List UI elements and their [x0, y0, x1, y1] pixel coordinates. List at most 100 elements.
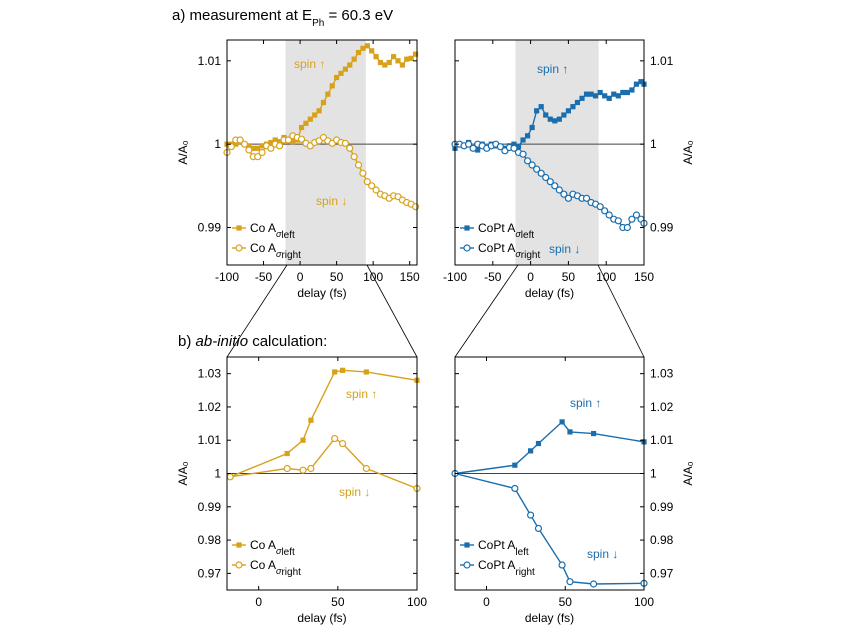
data-point-square: [588, 91, 594, 97]
legend-sub: left: [281, 230, 295, 241]
data-point-square: [475, 147, 481, 153]
data-point-square: [611, 91, 617, 97]
data-point-square: [351, 56, 357, 62]
data-point-square: [369, 48, 375, 54]
data-point-circle: [245, 146, 253, 154]
data-point-square: [408, 55, 414, 61]
data-point-square: [325, 91, 331, 97]
y-tick-label: 0.98: [650, 533, 674, 547]
legend-label: CoPt Aσleft: [478, 221, 534, 241]
data-point-square: [583, 91, 590, 97]
spin-up-text: spin: [346, 387, 368, 401]
data-point-circle: [226, 473, 234, 481]
data-point-circle: [297, 135, 306, 143]
data-point-square: [364, 43, 370, 49]
x-tick-label: 150: [634, 270, 654, 284]
data-point-square: [233, 141, 239, 147]
legend-sigma: σ: [276, 229, 282, 239]
data-point-square: [543, 112, 549, 118]
data-point-square: [272, 137, 278, 143]
legend-marker: [464, 225, 470, 231]
data-point-circle: [240, 140, 249, 148]
data-point-square: [250, 145, 256, 151]
data-point-square: [638, 79, 644, 85]
title-a-rest: = 60.3 eV: [324, 7, 393, 24]
title-b-italic: ab-initio: [196, 333, 249, 350]
spin-down-text: spin: [339, 485, 361, 499]
data-point-square: [391, 54, 397, 60]
data-point-square: [284, 450, 290, 457]
legend-text: Co A: [250, 538, 276, 552]
data-point-square: [579, 95, 585, 101]
x-tick-label: 100: [407, 595, 427, 609]
legend-label: CoPt Aσright: [478, 241, 540, 261]
spin-down-label: spin ↓: [316, 194, 347, 208]
data-point-square: [377, 59, 384, 66]
legend-marker: [463, 244, 471, 252]
data-point-square: [363, 369, 369, 375]
data-point-circle: [526, 511, 535, 519]
spin-up-arrow: ↑: [592, 396, 601, 410]
legend-sub: right: [521, 250, 541, 261]
legend-marker: [236, 542, 242, 548]
data-point-square: [591, 430, 597, 437]
data-point-circle: [496, 143, 504, 151]
series-line-0: [229, 369, 418, 478]
data-point-square: [512, 462, 518, 468]
legend-sigma: σ: [515, 249, 521, 259]
legend-text: CoPt A: [478, 241, 515, 255]
legend-text: Co A: [250, 221, 276, 235]
spin-down-label: spin ↓: [339, 485, 370, 499]
data-point-square: [342, 66, 348, 72]
data-point-circle: [596, 203, 604, 211]
y-tick-label: 1: [214, 137, 221, 151]
series-line-1: [454, 472, 645, 585]
data-point-square: [290, 139, 296, 145]
y-tick-label: 0.97: [198, 566, 222, 580]
data-point-circle: [299, 466, 307, 474]
data-point-square: [312, 112, 318, 118]
x-axis-label: delay (fs): [525, 286, 574, 300]
panel-b-title: b) ab-initio calculation:: [178, 333, 327, 350]
x-tick-label: -100: [215, 270, 239, 284]
data-point-square: [307, 116, 313, 122]
legend-label: Co Aσleft: [250, 221, 295, 241]
data-point-square: [524, 133, 531, 139]
series-line-1: [230, 437, 418, 490]
data-point-square: [597, 89, 603, 96]
x-tick-label: 150: [400, 270, 420, 284]
y-tick-label: 0.97: [650, 566, 674, 580]
x-tick-label: -50: [255, 270, 273, 284]
x-tick-label: 0: [255, 595, 262, 609]
data-point-square: [355, 49, 362, 56]
data-point-square: [338, 70, 344, 76]
x-axis-label: delay (fs): [297, 286, 346, 300]
data-point-circle: [546, 178, 554, 186]
spin-down-text: spin: [549, 242, 571, 256]
data-point-square: [334, 74, 340, 81]
data-point-square: [624, 89, 630, 96]
legend-sub: right: [515, 567, 535, 578]
data-point-square: [360, 45, 366, 51]
data-point-square: [308, 417, 314, 423]
spin-down-text: spin: [587, 547, 609, 561]
data-point-square: [259, 143, 265, 149]
data-point-square: [559, 419, 565, 425]
x-axis-label: delay (fs): [525, 611, 574, 625]
data-point-circle: [362, 464, 370, 473]
legend-sigma: σ: [515, 229, 521, 239]
data-point-square: [629, 87, 635, 93]
data-point-circle: [411, 203, 420, 211]
data-point-circle: [354, 161, 363, 169]
data-point-square: [373, 54, 379, 60]
data-point-square: [552, 118, 558, 124]
legend-marker: [235, 561, 243, 569]
data-point-circle: [511, 484, 519, 493]
data-point-square: [538, 104, 544, 110]
data-point-circle: [341, 139, 349, 147]
data-point-circle: [542, 173, 550, 182]
data-point-circle: [469, 144, 477, 152]
y-tick-label: 0.99: [198, 221, 222, 235]
x-tick-label: 0: [527, 270, 534, 284]
